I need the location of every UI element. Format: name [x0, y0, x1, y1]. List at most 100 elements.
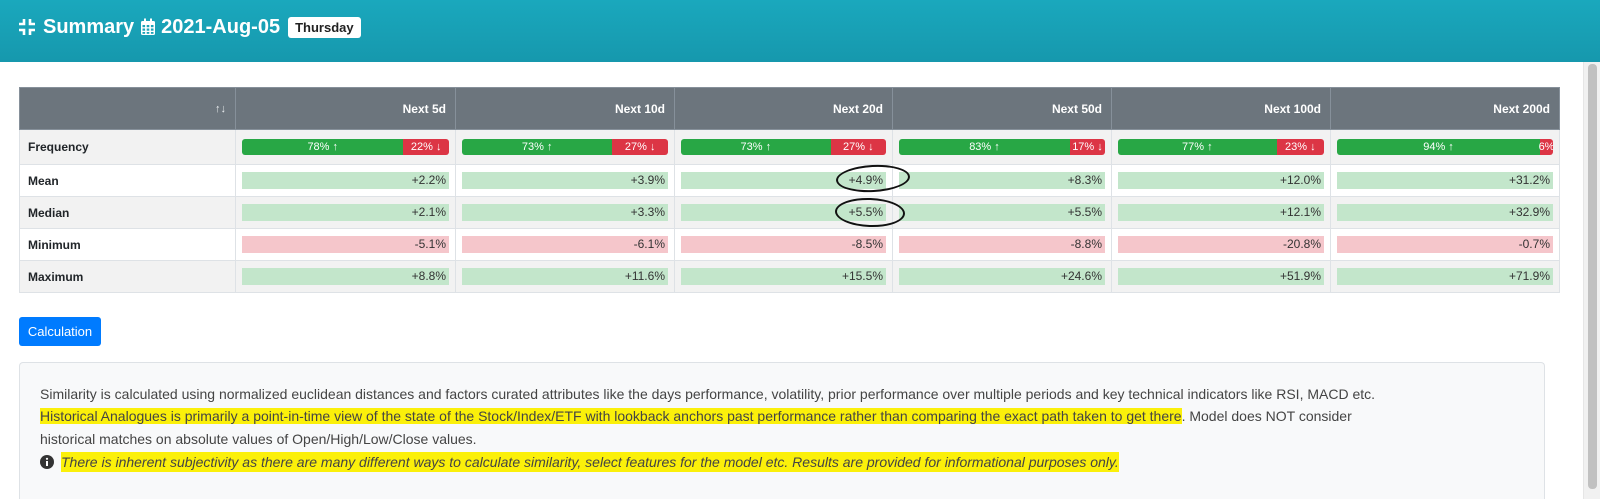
table-cell: +2.2%: [235, 164, 456, 197]
table-header-row: ↑↓ Next 5d Next 10d Next 20d Next 50d Ne…: [19, 87, 1560, 130]
table-cell: +51.9%: [1111, 260, 1331, 293]
frequency-up-segment: 73% ↑: [462, 139, 613, 155]
note-line-2-rest: . Model does NOT consider: [1181, 408, 1352, 424]
value-bar: -8.5%: [681, 236, 886, 253]
value-bar: +31.2%: [1337, 172, 1553, 189]
frequency-up-segment: 73% ↑: [681, 139, 831, 155]
summary-table-container: ↑↓ Next 5d Next 10d Next 20d Next 50d Ne…: [19, 87, 1583, 294]
sort-toggle[interactable]: ↑↓: [19, 87, 236, 130]
vertical-scrollbar[interactable]: [1583, 62, 1600, 499]
table-cell: +5.5%: [674, 196, 893, 229]
table-cell: +32.9%: [1330, 196, 1560, 229]
table-cell: 94% ↑ 6%: [1330, 129, 1560, 165]
value-bar: +5.5%: [681, 204, 886, 221]
value-bar: -8.8%: [899, 236, 1105, 253]
scrollbar-thumb[interactable]: [1588, 64, 1597, 489]
table-row: Minimum -5.1% -6.1% -8.5% -8.8% -20.8% -0.7%: [19, 228, 1560, 261]
frequency-bar: 78% ↑ 22% ↓: [242, 139, 449, 155]
frequency-down-segment: 22% ↓: [403, 139, 449, 155]
value-bar: +8.8%: [242, 268, 449, 285]
header-summary-label: Summary: [43, 15, 135, 38]
value-bar: -0.7%: [1337, 236, 1553, 253]
note-disclaimer: There is inherent subjectivity as there …: [40, 452, 1119, 472]
value-bar: +12.0%: [1118, 172, 1324, 189]
frequency-bar: 73% ↑ 27% ↓: [681, 139, 886, 155]
table-cell: +3.9%: [455, 164, 675, 197]
column-header[interactable]: Next 50d: [892, 87, 1112, 130]
value-bar: -20.8%: [1118, 236, 1324, 253]
table-cell: +3.3%: [455, 196, 675, 229]
frequency-down-segment: 17% ↓: [1069, 139, 1105, 155]
table-cell: +12.1%: [1111, 196, 1331, 229]
table-cell: 77% ↑ 23% ↓: [1111, 129, 1331, 165]
frequency-bar: 73% ↑ 27% ↓: [462, 139, 668, 155]
compress-icon[interactable]: [18, 18, 36, 36]
value-bar: +2.1%: [242, 204, 449, 221]
table-cell: 83% ↑ 17% ↓: [892, 129, 1112, 165]
frequency-up-segment: 77% ↑: [1118, 139, 1277, 155]
header-date: 2021-Aug-05: [161, 15, 281, 38]
value-bar: +11.6%: [462, 268, 668, 285]
table-cell: -6.1%: [455, 228, 675, 261]
table-cell: +8.8%: [235, 260, 456, 293]
note-line-2: Historical Analogues is primarily a poin…: [40, 406, 1352, 426]
highlighted-text: Historical Analogues is primarily a poin…: [40, 408, 1182, 424]
table-cell: +12.0%: [1111, 164, 1331, 197]
info-icon: [40, 455, 54, 469]
table-cell: -0.7%: [1330, 228, 1560, 261]
value-bar: +12.1%: [1118, 204, 1324, 221]
table-row: Mean +2.2% +3.9% +4.9% +8.3% +12.0% +31.2%: [19, 164, 1560, 197]
table-cell: +71.9%: [1330, 260, 1560, 293]
frequency-up-segment: 78% ↑: [242, 139, 404, 155]
value-bar: +2.2%: [242, 172, 449, 189]
frequency-bar: 83% ↑ 17% ↓: [899, 139, 1105, 155]
column-header[interactable]: Next 10d: [455, 87, 675, 130]
value-bar: +3.3%: [462, 204, 668, 221]
frequency-bar: 94% ↑ 6%: [1337, 139, 1553, 155]
table-cell: -8.8%: [892, 228, 1112, 261]
table-cell: -8.5%: [674, 228, 893, 261]
table-cell: +11.6%: [455, 260, 675, 293]
column-header[interactable]: Next 100d: [1111, 87, 1331, 130]
calculation-button[interactable]: Calculation: [19, 317, 101, 346]
column-header[interactable]: Next 200d: [1330, 87, 1560, 130]
table-cell: +2.1%: [235, 196, 456, 229]
summary-header: Summary 2021-Aug-05 Thursday: [0, 0, 1600, 62]
table-cell: +31.2%: [1330, 164, 1560, 197]
row-label: Mean: [19, 164, 236, 197]
table-cell: +24.6%: [892, 260, 1112, 293]
note-line-1: Similarity is calculated using normalize…: [40, 386, 1376, 402]
column-header[interactable]: Next 20d: [674, 87, 893, 130]
summary-table: ↑↓ Next 5d Next 10d Next 20d Next 50d Ne…: [19, 87, 1560, 293]
frequency-down-segment: 27% ↓: [830, 139, 886, 155]
frequency-up-segment: 94% ↑: [1337, 139, 1541, 155]
frequency-down-segment: 23% ↓: [1276, 139, 1324, 155]
day-badge: Thursday: [288, 16, 361, 38]
value-bar: +5.5%: [899, 204, 1105, 221]
column-header[interactable]: Next 5d: [235, 87, 456, 130]
table-cell: +15.5%: [674, 260, 893, 293]
row-label: Minimum: [19, 228, 236, 261]
table-cell: 73% ↑ 27% ↓: [674, 129, 893, 165]
value-bar: +32.9%: [1337, 204, 1553, 221]
table-cell: 73% ↑ 27% ↓: [455, 129, 675, 165]
note-line-3: historical matches on absolute values of…: [40, 431, 477, 447]
value-bar: +15.5%: [681, 268, 886, 285]
frequency-bar: 77% ↑ 23% ↓: [1118, 139, 1324, 155]
table-cell: 78% ↑ 22% ↓: [235, 129, 456, 165]
row-label: Maximum: [19, 260, 236, 293]
table-cell: -20.8%: [1111, 228, 1331, 261]
value-bar: +4.9%: [681, 172, 886, 189]
table-row: Maximum +8.8% +11.6% +15.5% +24.6% +51.9% +71.…: [19, 260, 1560, 293]
value-bar: +71.9%: [1337, 268, 1553, 285]
table-cell: +5.5%: [892, 196, 1112, 229]
calendar-icon: [141, 18, 156, 35]
table-cell: +4.9%: [674, 164, 893, 197]
value-bar: +51.9%: [1118, 268, 1324, 285]
table-row: Median +2.1% +3.3% +5.5% +5.5% +12.1% +32.9%: [19, 196, 1560, 229]
table-cell: -5.1%: [235, 228, 456, 261]
value-bar: +8.3%: [899, 172, 1105, 189]
frequency-down-segment: 6%: [1538, 139, 1553, 155]
frequency-up-segment: 83% ↑: [899, 139, 1070, 155]
header-title: Summary 2021-Aug-05 Thursday: [18, 12, 361, 42]
